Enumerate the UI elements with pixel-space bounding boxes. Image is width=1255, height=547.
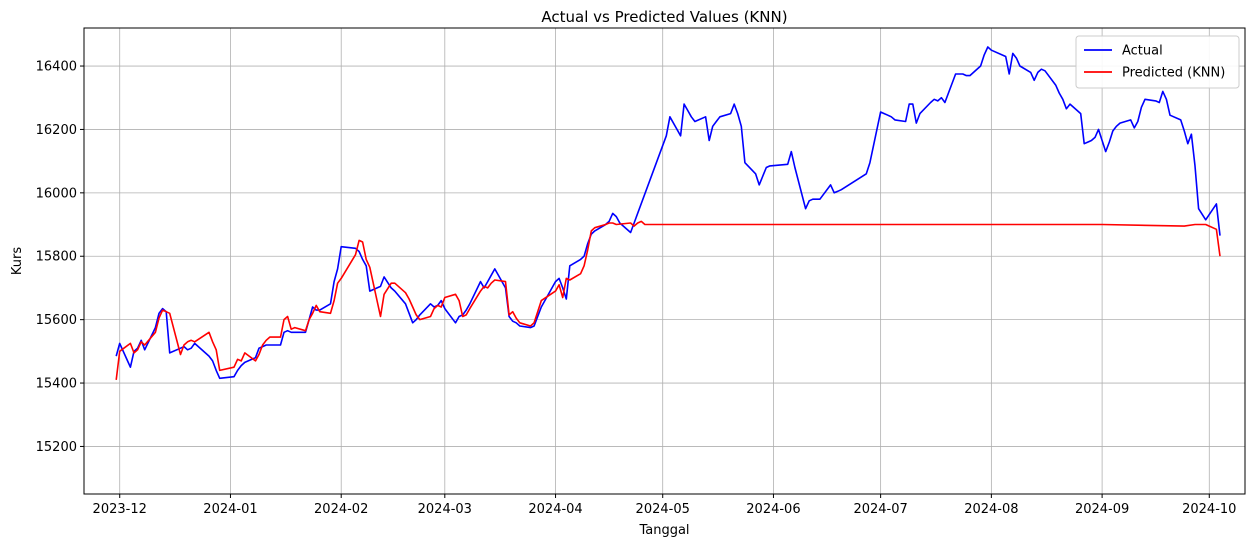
legend-label: Actual: [1122, 44, 1163, 59]
x-tick-label: 2024-06: [746, 502, 800, 517]
x-tick-label: 2024-10: [1182, 502, 1236, 517]
legend-box: [1075, 35, 1240, 89]
y-tick-label: 16400: [36, 60, 77, 75]
grid: [84, 28, 1245, 494]
x-tick-label: 2024-03: [418, 502, 472, 517]
chart-title: Actual vs Predicted Values (KNN): [541, 8, 787, 26]
x-tick-label: 2024-09: [1075, 502, 1129, 517]
x-tick-label: 2024-08: [964, 502, 1018, 517]
series-line-predicted: [115, 220, 1221, 380]
y-tick-label: 15600: [36, 313, 77, 328]
x-tick-label: 2023-12: [93, 502, 147, 517]
y-tick-label: 15800: [36, 250, 77, 265]
y-tick-label: 15400: [36, 377, 77, 392]
x-tick-label: 2024-05: [636, 502, 690, 517]
y-tick-label: 15200: [36, 440, 77, 455]
y-tick-label: 16000: [36, 186, 77, 201]
legend-label: Predicted (KNN): [1122, 66, 1225, 81]
x-tick-label: 2024-02: [314, 502, 368, 517]
x-tick-label: 2024-04: [528, 502, 582, 517]
y-axis-label: Kurs: [10, 247, 25, 275]
x-tick-label: 2024-07: [853, 502, 907, 517]
x-axis-label: Tanggal: [638, 523, 689, 538]
x-tick-label: 2024-01: [203, 502, 257, 517]
series-line-actual: [115, 46, 1221, 380]
y-tick-label: 16200: [36, 123, 77, 138]
plot-frame: [83, 27, 1246, 495]
legend: Actual Predicted (KNN): [1075, 35, 1240, 89]
